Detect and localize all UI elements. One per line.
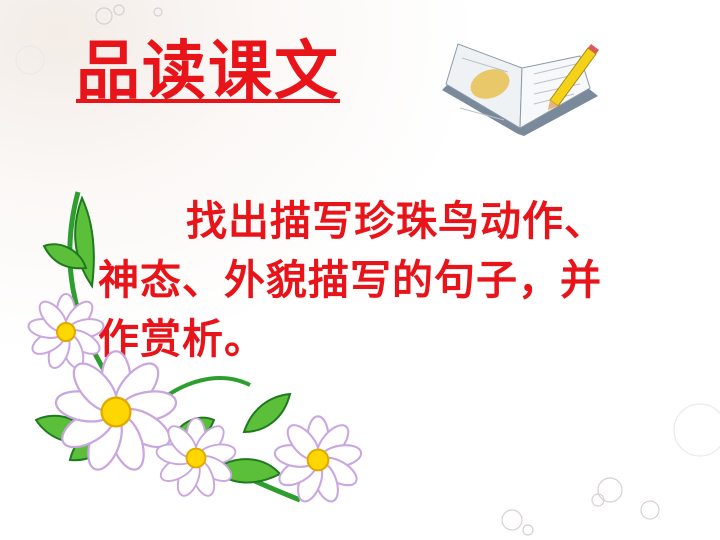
slide-title: 品读课文 [76, 35, 340, 109]
slide-body-text: 找出描写珍珠鸟动作、神态、外貌描写的句子，并作赏析。 [98, 197, 606, 363]
open-book-with-pencil-icon [442, 43, 599, 136]
daisy-flower-decoration [26, 191, 364, 506]
